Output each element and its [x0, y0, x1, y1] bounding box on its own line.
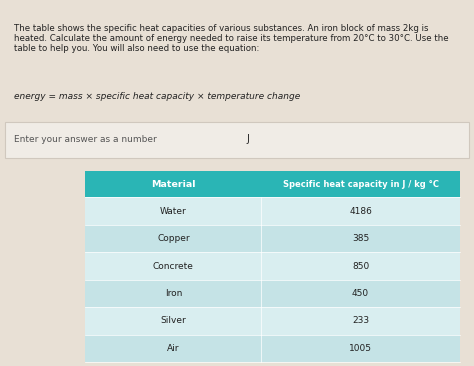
Text: 233: 233: [352, 316, 369, 325]
Text: 4186: 4186: [349, 207, 372, 216]
Text: Silver: Silver: [160, 316, 186, 325]
Text: Specific heat capacity in J / kg °C: Specific heat capacity in J / kg °C: [283, 180, 438, 189]
Bar: [261, 252, 460, 280]
Text: Material: Material: [151, 180, 196, 189]
Text: Iron: Iron: [164, 289, 182, 298]
Bar: [85, 225, 261, 252]
Bar: [261, 171, 460, 198]
Bar: [85, 252, 261, 280]
Bar: [85, 335, 261, 362]
Text: J: J: [246, 134, 249, 144]
Text: 450: 450: [352, 289, 369, 298]
Text: 850: 850: [352, 261, 369, 270]
Text: Air: Air: [167, 344, 180, 353]
Bar: [261, 307, 460, 335]
Text: Copper: Copper: [157, 234, 190, 243]
Bar: [5, 122, 469, 158]
Bar: [261, 280, 460, 307]
Text: 385: 385: [352, 234, 369, 243]
Bar: [85, 171, 261, 198]
Text: Concrete: Concrete: [153, 261, 194, 270]
Bar: [85, 307, 261, 335]
Text: 1005: 1005: [349, 344, 372, 353]
Text: energy = mass × specific heat capacity × temperature change: energy = mass × specific heat capacity ×…: [14, 92, 301, 101]
Text: Water: Water: [160, 207, 187, 216]
Bar: [85, 198, 261, 225]
Bar: [261, 198, 460, 225]
Bar: [261, 225, 460, 252]
Text: The table shows the specific heat capacities of various substances. An iron bloc: The table shows the specific heat capaci…: [14, 23, 449, 53]
Text: Enter your answer as a number: Enter your answer as a number: [14, 135, 157, 144]
Bar: [85, 280, 261, 307]
Bar: [261, 335, 460, 362]
